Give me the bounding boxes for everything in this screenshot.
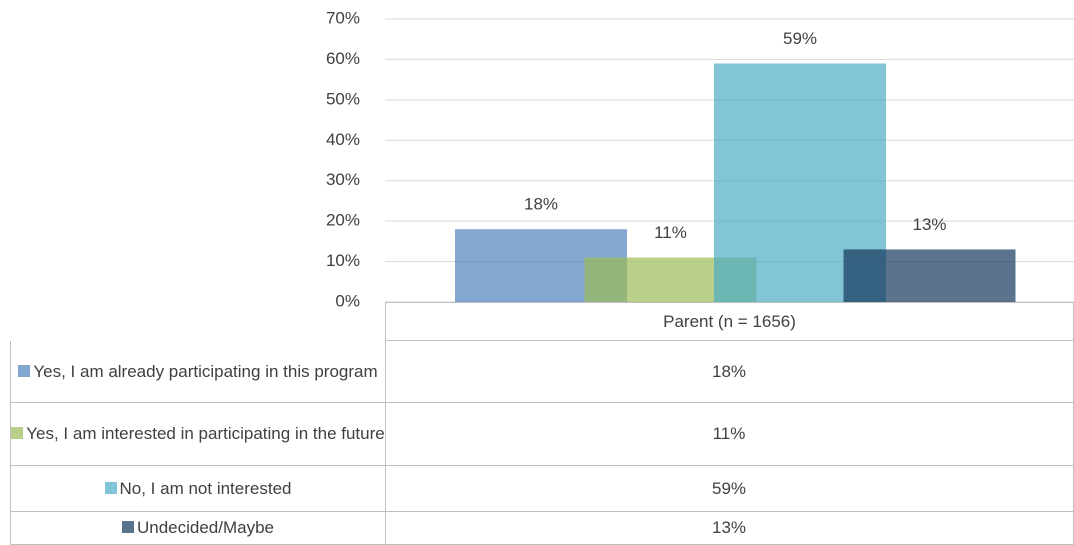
y-tick-label: 20% (326, 211, 360, 230)
data-label: 11% (654, 223, 687, 242)
y-tick-label: 10% (326, 251, 360, 270)
table-value: 13% (711, 518, 747, 537)
y-tick-label: 50% (326, 89, 360, 108)
legend-key (121, 521, 134, 533)
table-cell: 11% (385, 403, 1074, 466)
y-tick-label: 40% (326, 130, 360, 149)
legend-cell: Undecided/Maybe (10, 512, 386, 545)
table-value: 11% (712, 424, 746, 443)
legend-cell: No, I am not interested (10, 466, 386, 512)
legend-label: Yes, I am interested in participating in… (26, 424, 385, 443)
data-label: 13% (912, 215, 946, 234)
legend-label: Yes, I am already participating in this … (33, 361, 378, 381)
table-cell: 13% (385, 512, 1074, 545)
legend-entry: No, I am not interested (104, 478, 292, 500)
legend-cell: Yes, I am already participating in this … (10, 341, 386, 403)
legend-key (11, 427, 24, 439)
legend-key (104, 481, 117, 494)
table-value: 18% (711, 361, 747, 381)
table-value: 59% (711, 478, 747, 498)
table-cell: 18% (385, 341, 1074, 403)
y-tick-label: 70% (326, 8, 360, 27)
legend-entry: Yes, I am already participating in this … (18, 361, 378, 383)
legend-cell: Yes, I am interested in participating in… (10, 403, 386, 466)
legend-entry: Undecided/Maybe (121, 517, 275, 539)
table-cell: 59% (385, 466, 1074, 512)
y-tick-label: 60% (326, 49, 360, 68)
legend-label: No, I am not interested (119, 478, 292, 498)
y-tick-label: 30% (326, 170, 360, 189)
data-label: 59% (783, 29, 817, 48)
legend-label: Undecided/Maybe (136, 518, 275, 537)
y-tick-label: 0% (335, 291, 360, 310)
bar (843, 249, 1016, 302)
legend-entry: Yes, I am interested in participating in… (11, 423, 385, 445)
legend-key (18, 364, 31, 377)
data-label: 18% (524, 195, 558, 214)
category-label: Parent (n = 1656) (663, 311, 796, 331)
table-header: Parent (n = 1656) (385, 302, 1074, 341)
